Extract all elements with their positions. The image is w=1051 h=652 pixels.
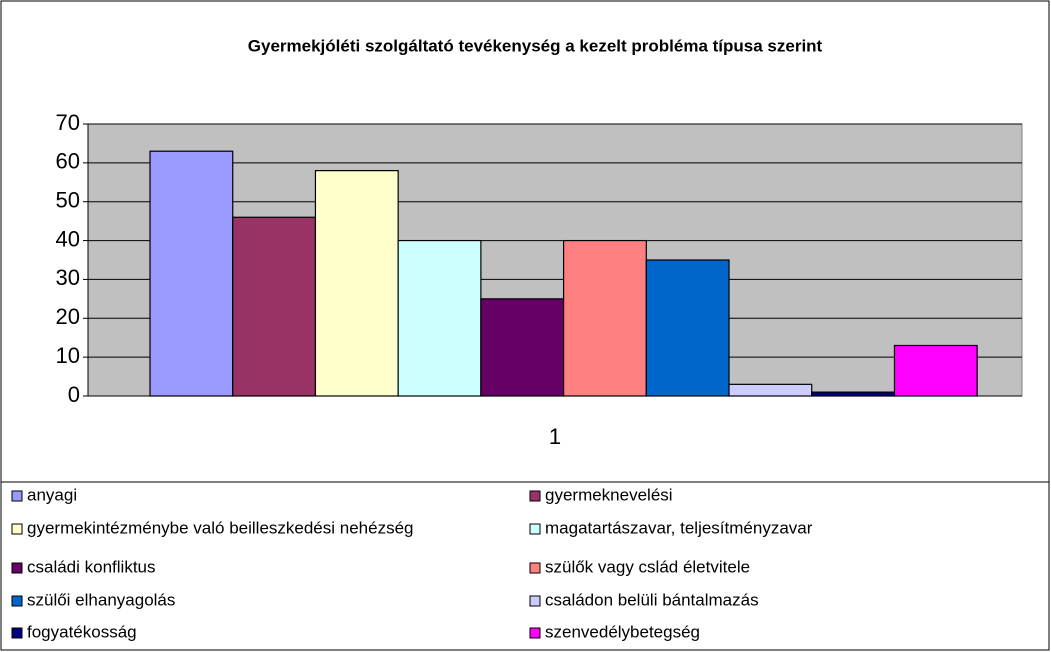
bar [645, 259, 730, 397]
legend-label: gyermeknevelési [545, 485, 673, 504]
bar [149, 150, 234, 397]
legend-swatch [529, 490, 541, 502]
legend-label: magatartászavar, teljesítményzavar [545, 518, 813, 537]
legend-label: anyagi [27, 485, 77, 504]
y-tick-label: 70 [56, 110, 80, 135]
legend-box [0, 481, 1050, 651]
bar [811, 391, 896, 397]
legend-swatch [11, 562, 23, 574]
legend-swatch [11, 627, 23, 639]
y-tick-label: 50 [56, 188, 80, 213]
legend-label: fogyatékosság [27, 622, 137, 641]
bar [232, 216, 317, 397]
legend-swatch [529, 595, 541, 607]
legend-label: családi konfliktus [27, 557, 156, 576]
bar [728, 383, 813, 397]
legend-label: családon belüli bántalmazás [545, 590, 759, 609]
y-tick-label: 30 [56, 265, 80, 290]
legend-swatch [11, 523, 23, 535]
legend-label: szülők vagy cslád életvitele [545, 557, 750, 576]
y-tick-label: 10 [56, 343, 80, 368]
bar [562, 239, 647, 397]
legend-swatch [529, 627, 541, 639]
y-tick-label: 40 [56, 226, 80, 251]
legend-swatch [529, 562, 541, 574]
legend-label: szülői elhanyagolás [27, 590, 175, 609]
legend-label: gyermekintézménybe való beilleszkedési n… [27, 518, 414, 537]
bar [314, 170, 399, 397]
y-tick-label: 0 [68, 382, 80, 407]
legend-swatch [529, 523, 541, 535]
x-tick-label: 1 [549, 424, 561, 449]
chart-title: Gyermekjóléti szolgáltató tevékenység a … [248, 36, 823, 55]
y-tick-label: 60 [56, 149, 80, 174]
bar [397, 239, 482, 397]
legend-swatch [11, 595, 23, 607]
bar [893, 344, 978, 397]
legend-swatch [11, 490, 23, 502]
y-tick-label: 20 [56, 304, 80, 329]
legend-label: szenvedélybetegség [545, 622, 700, 641]
bar [480, 298, 565, 397]
